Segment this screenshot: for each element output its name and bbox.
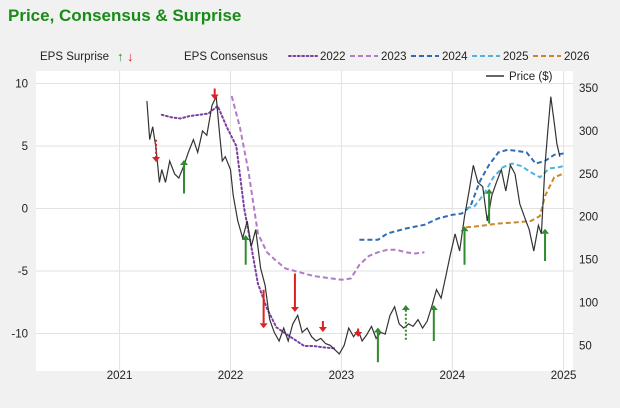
surprise-arrow-up (401, 305, 410, 340)
surprise-arrow-head (241, 235, 250, 240)
surprise-arrow-head (429, 305, 438, 310)
surprise-arrow-up (460, 226, 469, 265)
consensus-line-2024 (359, 148, 564, 241)
surprise-arrow-head (210, 94, 219, 100)
legend-label-2022: 2022 (320, 51, 346, 63)
x-tick-label: 2022 (218, 370, 244, 382)
legend-label-2025: 2025 (503, 51, 529, 63)
legend-consensus-label: EPS Consensus (184, 51, 268, 63)
price-layer (146, 94, 561, 355)
legend-up-arrow-icon: ↑ (117, 49, 124, 64)
surprise-arrow-head (354, 332, 363, 337)
surprise-arrow-head (180, 160, 189, 165)
surprise-arrow-head (290, 307, 299, 312)
surprise-arrow-down (210, 88, 219, 100)
surprise-arrow-head (318, 327, 327, 332)
y-right-tick-label: 100 (579, 297, 598, 309)
surprise-arrow-head (401, 305, 410, 310)
y-left-tick-label: 5 (22, 141, 28, 153)
y-left-tick-label: -10 (11, 329, 28, 341)
y-right-tick-label: 150 (579, 255, 598, 267)
surprise-arrow-down (354, 328, 363, 337)
consensus-line-2026 (465, 172, 564, 229)
surprise-arrow-head (259, 323, 268, 329)
y-right-tick-label: 300 (579, 126, 598, 138)
plot-area (36, 71, 573, 371)
legend-down-arrow-icon: ↓ (127, 49, 134, 64)
y-right-tick-label: 350 (579, 83, 598, 95)
y-left-tick-label: -5 (18, 266, 28, 278)
surprise-arrow-down (152, 139, 161, 162)
surprise-arrow-up (180, 160, 189, 194)
chart-title: Price, Consensus & Surprise (8, 6, 242, 25)
surprise-arrow-up (485, 188, 494, 224)
surprise-arrow-up (373, 327, 382, 363)
surprise-arrows (152, 88, 550, 363)
surprise-arrow-down (318, 321, 327, 332)
legend-label-2023: 2023 (381, 51, 407, 63)
legend-label-2026: 2026 (564, 51, 590, 63)
legend-series-items: 2022 2023 2024 2025 2026 (288, 51, 590, 63)
surprise-arrow-head (541, 228, 550, 234)
surprise-arrow-head (373, 327, 382, 333)
x-tick-label: 2025 (551, 370, 577, 382)
legend-label-2024: 2024 (442, 51, 468, 63)
surprise-arrow-up (429, 305, 438, 341)
y-right-tick-label: 200 (579, 212, 598, 224)
grid-layer (36, 71, 573, 371)
surprise-arrow-down (259, 289, 268, 329)
legend-surprise-label: EPS Surprise (40, 51, 109, 63)
y-left-tick-label: 10 (15, 79, 28, 91)
surprise-arrow-up (241, 235, 250, 265)
surprise-arrow-up (541, 228, 550, 261)
legend: EPS Surprise ↑ ↓ EPS Consensus 2022 2023 2… (40, 49, 590, 83)
surprise-arrow-head (460, 226, 469, 232)
y-right-tick-label: 50 (579, 340, 592, 352)
y-right-tick-label: 250 (579, 169, 598, 181)
consensus-line-2025 (465, 162, 564, 210)
surprise-arrow-head (152, 157, 161, 162)
x-tick-label: 2023 (329, 370, 355, 382)
surprise-arrow-down (290, 273, 299, 312)
consensus-line-2023 (230, 95, 425, 281)
price-line (146, 94, 561, 355)
y-left-tick-label: 0 (22, 204, 28, 216)
legend-price-label: Price ($) (509, 71, 553, 83)
x-tick-label: 2021 (107, 370, 133, 382)
x-tick-label: 2024 (440, 370, 466, 382)
surprise-arrow-head (485, 188, 494, 194)
